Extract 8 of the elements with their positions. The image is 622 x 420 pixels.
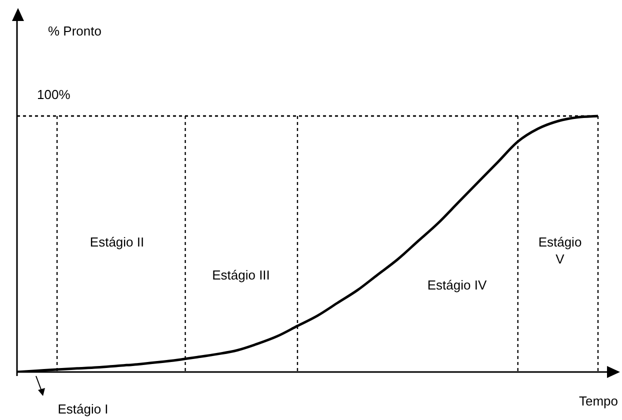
annotation: Estágio II <box>90 234 144 250</box>
text: Estágio I <box>58 402 108 417</box>
annotation: Estágio V <box>538 234 582 267</box>
x-axis-title: Tempo <box>578 394 618 409</box>
text: % Pronto <box>48 24 102 39</box>
ref-line-label: 100% <box>37 87 71 102</box>
annotation: Estágio IV <box>427 278 487 293</box>
annotation: Estágio III <box>212 268 270 283</box>
